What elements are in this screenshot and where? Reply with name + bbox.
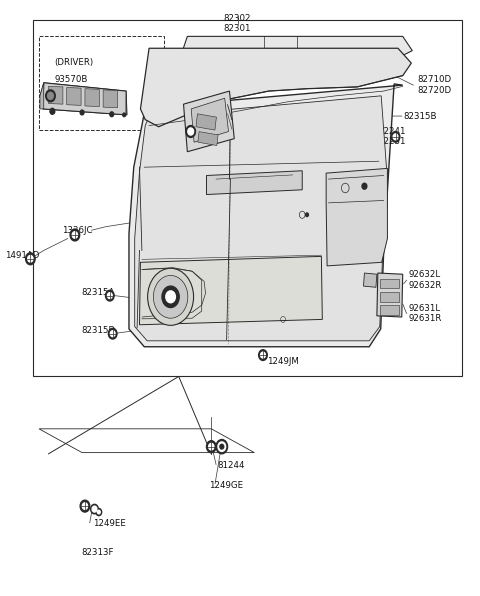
Circle shape xyxy=(80,500,90,512)
Circle shape xyxy=(154,275,188,318)
Text: 97135A: 97135A xyxy=(338,266,372,275)
Circle shape xyxy=(110,112,114,117)
Text: 92632L
92632R: 92632L 92632R xyxy=(408,271,442,290)
Text: 1249GE: 1249GE xyxy=(209,481,243,490)
Polygon shape xyxy=(191,98,228,142)
Polygon shape xyxy=(183,91,234,152)
Bar xyxy=(196,114,216,130)
Text: 81244: 81244 xyxy=(217,461,244,470)
Polygon shape xyxy=(67,88,81,105)
Polygon shape xyxy=(40,83,44,109)
Bar xyxy=(380,305,399,315)
Bar xyxy=(198,132,218,145)
Polygon shape xyxy=(43,83,126,115)
Circle shape xyxy=(48,92,53,100)
Circle shape xyxy=(162,286,179,308)
Polygon shape xyxy=(141,48,411,127)
Text: 82302
82301: 82302 82301 xyxy=(224,14,252,33)
Text: 82315D: 82315D xyxy=(81,326,115,335)
Circle shape xyxy=(362,183,367,189)
Text: 82315B: 82315B xyxy=(404,111,437,120)
Text: 82710D
82720D: 82710D 82720D xyxy=(417,76,451,95)
Circle shape xyxy=(28,256,33,262)
Polygon shape xyxy=(40,83,127,115)
Circle shape xyxy=(108,328,117,339)
Circle shape xyxy=(393,134,398,140)
Text: 93570B: 93570B xyxy=(54,74,88,83)
Circle shape xyxy=(110,331,115,337)
Polygon shape xyxy=(326,169,387,266)
Circle shape xyxy=(259,350,267,361)
Circle shape xyxy=(166,291,175,303)
Circle shape xyxy=(123,113,126,117)
Circle shape xyxy=(391,132,400,142)
Polygon shape xyxy=(48,86,63,104)
Text: (DRIVER): (DRIVER) xyxy=(54,58,94,67)
Circle shape xyxy=(97,510,100,514)
Circle shape xyxy=(50,108,55,114)
Polygon shape xyxy=(140,256,323,325)
Polygon shape xyxy=(85,89,99,107)
Circle shape xyxy=(46,90,55,102)
Text: 82315A: 82315A xyxy=(81,287,114,297)
Circle shape xyxy=(72,232,77,238)
Polygon shape xyxy=(182,36,412,58)
Circle shape xyxy=(186,126,195,138)
Circle shape xyxy=(92,506,97,512)
Circle shape xyxy=(220,444,224,449)
Circle shape xyxy=(261,352,265,358)
Text: 82241
82231: 82241 82231 xyxy=(379,126,406,146)
Circle shape xyxy=(96,508,102,516)
Circle shape xyxy=(218,442,226,451)
Text: 1336JC: 1336JC xyxy=(62,226,93,235)
Text: 93580A: 93580A xyxy=(170,111,204,120)
Text: 1249EE: 1249EE xyxy=(93,520,125,529)
Circle shape xyxy=(216,439,228,454)
Circle shape xyxy=(209,443,214,450)
Circle shape xyxy=(148,268,193,325)
Circle shape xyxy=(70,229,80,241)
Circle shape xyxy=(25,253,35,265)
Bar xyxy=(33,20,462,377)
Text: 1491AD: 1491AD xyxy=(5,251,40,260)
Polygon shape xyxy=(135,96,387,341)
Bar xyxy=(380,292,399,302)
Circle shape xyxy=(108,293,112,299)
Text: 92631L
92631R: 92631L 92631R xyxy=(408,304,442,323)
Circle shape xyxy=(80,110,84,115)
Polygon shape xyxy=(377,273,403,317)
Polygon shape xyxy=(103,90,118,108)
Circle shape xyxy=(106,290,114,301)
Polygon shape xyxy=(206,170,302,194)
Polygon shape xyxy=(129,84,403,347)
Bar xyxy=(39,36,164,131)
Circle shape xyxy=(206,440,216,452)
Polygon shape xyxy=(363,273,377,287)
Circle shape xyxy=(306,213,309,216)
Circle shape xyxy=(91,504,98,514)
Text: 1249JM: 1249JM xyxy=(267,356,299,365)
Bar xyxy=(380,279,399,288)
Circle shape xyxy=(188,128,193,135)
Text: 82313F: 82313F xyxy=(81,548,114,557)
Circle shape xyxy=(82,503,87,510)
